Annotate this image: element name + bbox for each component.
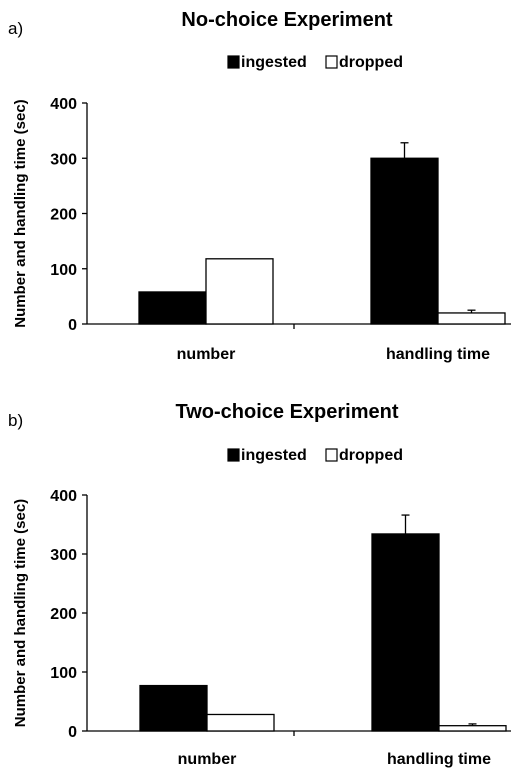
legend-swatch-dropped: [325, 448, 338, 462]
y-tick-label: 400: [50, 96, 77, 113]
panel-label: b): [8, 411, 23, 430]
legend-label-ingested: ingested: [241, 54, 307, 71]
chart-b-svg: b) Two-choice Experiment ingested dropped 0 1…: [8, 401, 511, 768]
bar-dropped-handling-time: [437, 312, 506, 325]
bar-dropped-number: [205, 258, 274, 325]
y-tick-label: 300: [50, 151, 77, 168]
y-tick-label: 0: [68, 317, 77, 334]
y-axis-label: Number and handling time (sec): [12, 99, 29, 327]
bar-dropped-handling-time: [438, 725, 507, 732]
legend-label-dropped: dropped: [339, 447, 403, 464]
x-category-label: number: [177, 346, 236, 363]
bar-ingested-handling-time: [371, 533, 440, 732]
bar-dropped-number: [206, 713, 275, 732]
y-axis-label: Number and handling time (sec): [12, 499, 29, 727]
chart-title: Two-choice Experiment: [175, 401, 398, 423]
x-category-label: number: [178, 751, 237, 768]
legend-swatch-dropped: [325, 55, 338, 69]
y-tick-label: 200: [50, 207, 77, 224]
bar-ingested-number: [138, 291, 207, 325]
panel-label: a): [8, 19, 23, 38]
x-category-label: handling time: [386, 346, 490, 363]
chart-title: No-choice Experiment: [181, 9, 393, 31]
legend-swatch-ingested: [227, 448, 240, 462]
legend-label-ingested: ingested: [241, 447, 307, 464]
y-tick-label: 100: [50, 262, 77, 279]
bar-ingested-handling-time: [370, 157, 439, 325]
chart-panel-a: a) No-choice Experiment ingested dropped 0 10…: [8, 9, 511, 363]
x-category-label: handling time: [387, 751, 491, 768]
bar-ingested-number: [139, 684, 208, 732]
y-tick-label: 100: [50, 665, 77, 682]
y-tick-label: 300: [50, 547, 77, 564]
chart-a-svg: a) No-choice Experiment ingested dropped 0 10…: [8, 9, 511, 363]
y-tick-label: 200: [50, 606, 77, 623]
legend-label-dropped: dropped: [339, 54, 403, 71]
y-tick-label: 0: [68, 724, 77, 741]
legend-swatch-ingested: [227, 55, 240, 69]
chart-panel-b: b) Two-choice Experiment ingested dropped 0 1…: [0, 384, 511, 768]
y-tick-label: 400: [50, 488, 77, 505]
